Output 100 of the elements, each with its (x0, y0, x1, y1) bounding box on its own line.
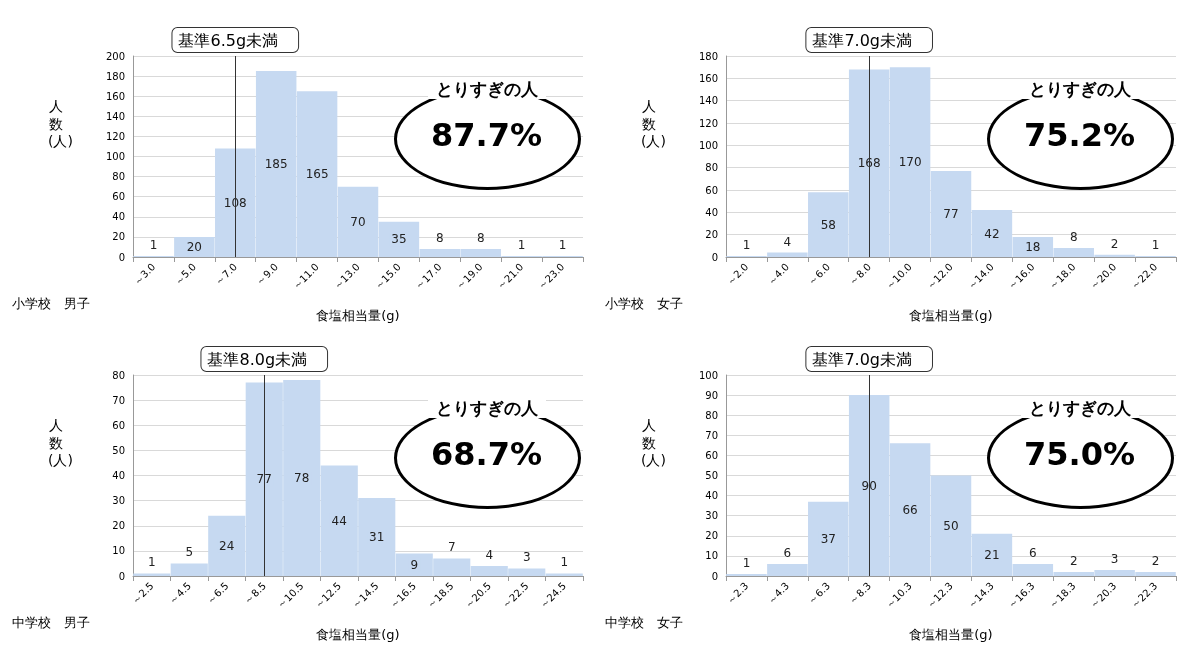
y-tick-label: 30 (705, 510, 718, 522)
data-label: 5 (185, 545, 194, 560)
y-axis-title: 人数(人) (48, 98, 73, 151)
data-label: 2 (1151, 553, 1160, 568)
y-tick-label: 90 (705, 389, 718, 401)
x-tick-label: ～2.3 (724, 580, 751, 607)
y-tick-label: 40 (705, 206, 718, 218)
data-label: 4 (485, 547, 494, 562)
data-label: 3 (1110, 551, 1119, 566)
y-tick-label: 80 (112, 369, 125, 381)
data-label: 170 (898, 155, 922, 170)
text: 小学校 男子 (12, 295, 90, 313)
y-tick-label: 0 (711, 570, 718, 582)
x-tick-label: ～6.3 (806, 580, 833, 607)
text: 中学校 男子 (12, 614, 90, 632)
data-label: 3 (522, 550, 531, 565)
y-tick-label: 160 (105, 90, 125, 102)
x-axis-title: 食塩相当量(g) (316, 627, 400, 642)
annotation: 75.2% (1023, 116, 1136, 154)
annotation: 基準6.5g未満 (178, 30, 279, 50)
data-label: 1 (558, 237, 567, 252)
data-label: 7 (447, 540, 456, 555)
y-tick-label: 140 (698, 95, 718, 107)
annotation: とりすぎの人 (1020, 398, 1139, 418)
data-label: 1 (517, 237, 526, 252)
data-label: 18 (1025, 239, 1041, 254)
y-tick-label: 20 (705, 229, 718, 241)
y-tick-label: 40 (112, 470, 125, 481)
data-label: 1 (149, 237, 158, 252)
x-tick-label: ～8.3 (846, 580, 874, 607)
data-label: 20 (186, 239, 202, 254)
data-label: 1 (1151, 237, 1160, 252)
annotation: 基準7.0g未満 (812, 30, 912, 50)
data-label: 70 (350, 214, 366, 229)
data-label: 1 (742, 237, 751, 252)
annotation: とりすぎの人 (427, 79, 546, 99)
data-label: 8 (476, 230, 485, 245)
data-label: 8 (436, 230, 444, 245)
x-tick-label: ～4.0 (765, 261, 792, 288)
x-tick-label: ～4.5 (167, 580, 194, 607)
annotation: 87.7% (430, 116, 543, 154)
x-axis-title: 食塩相当量(g) (316, 308, 400, 323)
x-tick-label: ～5.0 (172, 261, 199, 288)
y-tick-label: 140 (105, 110, 125, 122)
x-tick-label: ～9.0 (253, 261, 281, 288)
y-tick-label: 30 (112, 495, 125, 507)
y-tick-label: 50 (705, 470, 718, 481)
x-tick-label: ～4.3 (765, 580, 792, 607)
data-label: 1 (742, 555, 751, 570)
y-tick-label: 180 (698, 50, 718, 62)
annotation: 68.7% (430, 435, 543, 473)
data-label: 8 (1069, 230, 1078, 245)
x-axis-title: 食塩相当量(g) (909, 308, 993, 323)
data-label: 31 (369, 530, 385, 545)
data-label: 185 (264, 157, 288, 172)
y-tick-label: 60 (705, 184, 718, 196)
y-tick-label: 100 (698, 139, 718, 151)
y-tick-label: 80 (705, 409, 718, 421)
data-label: 77 (943, 207, 959, 222)
annotation: 75.0% (1023, 435, 1136, 473)
y-tick-label: 40 (112, 211, 125, 223)
y-tick-label: 60 (112, 191, 125, 203)
data-label: 58 (820, 217, 836, 232)
y-tick-label: 200 (105, 50, 125, 62)
y-tick-label: 0 (711, 251, 718, 263)
data-label: 9 (410, 557, 419, 572)
y-tick-label: 180 (105, 70, 125, 82)
data-label: 37 (820, 531, 836, 546)
data-label: 6 (783, 545, 792, 560)
y-tick-label: 70 (112, 394, 125, 406)
y-axis-title: 人数(人) (641, 98, 666, 151)
x-tick-label: ～8.0 (846, 261, 874, 288)
y-tick-label: 60 (112, 419, 125, 431)
y-tick-label: 80 (112, 171, 125, 183)
x-tick-label: ～2.0 (724, 261, 751, 288)
data-label: 1 (560, 555, 569, 570)
y-tick-label: 80 (705, 162, 718, 174)
y-axis-title: 人数(人) (48, 417, 73, 470)
data-label: 24 (219, 538, 235, 553)
x-tick-label: ～6.0 (806, 261, 833, 288)
data-label: 44 (331, 513, 347, 528)
data-label: 66 (902, 502, 918, 517)
x-tick-label: ～8.5 (242, 580, 269, 607)
y-axis-title: 人数(人) (641, 417, 666, 470)
y-tick-label: 120 (698, 117, 718, 129)
annotation: 基準7.0g未満 (812, 349, 912, 369)
x-tick-label: ～6.5 (204, 580, 231, 607)
y-tick-label: 120 (105, 130, 125, 142)
data-label: 78 (294, 471, 310, 486)
y-tick-label: 100 (698, 369, 718, 381)
y-tick-label: 20 (112, 520, 125, 532)
data-label: 4 (783, 234, 792, 249)
y-tick-label: 0 (118, 251, 125, 263)
annotation: 基準8.0g未満 (207, 349, 308, 369)
x-axis-title: 食塩相当量(g) (909, 627, 993, 642)
y-tick-label: 20 (112, 231, 125, 243)
data-label: 21 (984, 547, 1000, 562)
x-tick-label: ～7.0 (213, 261, 240, 288)
x-tick-label: ～3.0 (131, 261, 158, 288)
data-label: 42 (984, 226, 1000, 241)
